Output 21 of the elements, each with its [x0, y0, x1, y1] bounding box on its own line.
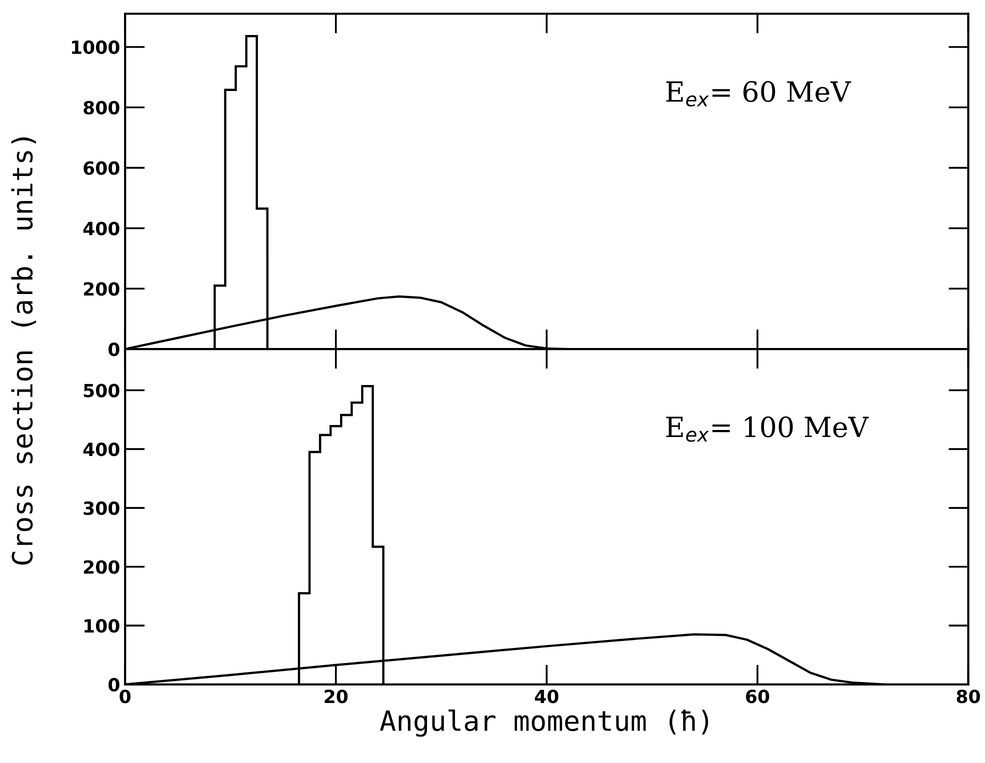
y-tick-label: 1000	[72, 40, 120, 54]
y-tick-label: 500	[84, 384, 120, 398]
y-tick-label: 600	[84, 161, 120, 175]
x-tick-label: 0	[120, 690, 131, 704]
y-tick-label: 0	[108, 678, 120, 692]
y-tick-label: 100	[84, 619, 120, 633]
x-axis-title: Angular momentum (ħ)	[380, 710, 708, 737]
y-tick-label: 200	[84, 282, 120, 296]
y-tick-label: 400	[83, 222, 120, 236]
x-tick-label: 20	[324, 690, 348, 704]
x-tick-label: 80	[956, 690, 980, 704]
y-tick-label: 200	[84, 560, 120, 574]
y-tick-label: 800	[84, 100, 120, 115]
y-axis-title: Cross section (arb. units)	[11, 137, 36, 565]
y-tick-label: 400	[83, 442, 120, 456]
annotation: E$_{ex}$= 100 MeV	[666, 416, 869, 442]
y-tick-label: 0	[108, 342, 120, 356]
y-tick-label: 300	[84, 501, 120, 516]
annotation: E$_{ex}$= 60 MeV	[666, 81, 852, 106]
x-tick-label: 40	[534, 690, 558, 704]
x-tick-label: 60	[746, 690, 770, 704]
